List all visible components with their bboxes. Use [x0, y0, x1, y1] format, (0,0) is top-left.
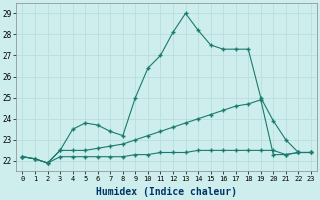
X-axis label: Humidex (Indice chaleur): Humidex (Indice chaleur) — [96, 187, 237, 197]
